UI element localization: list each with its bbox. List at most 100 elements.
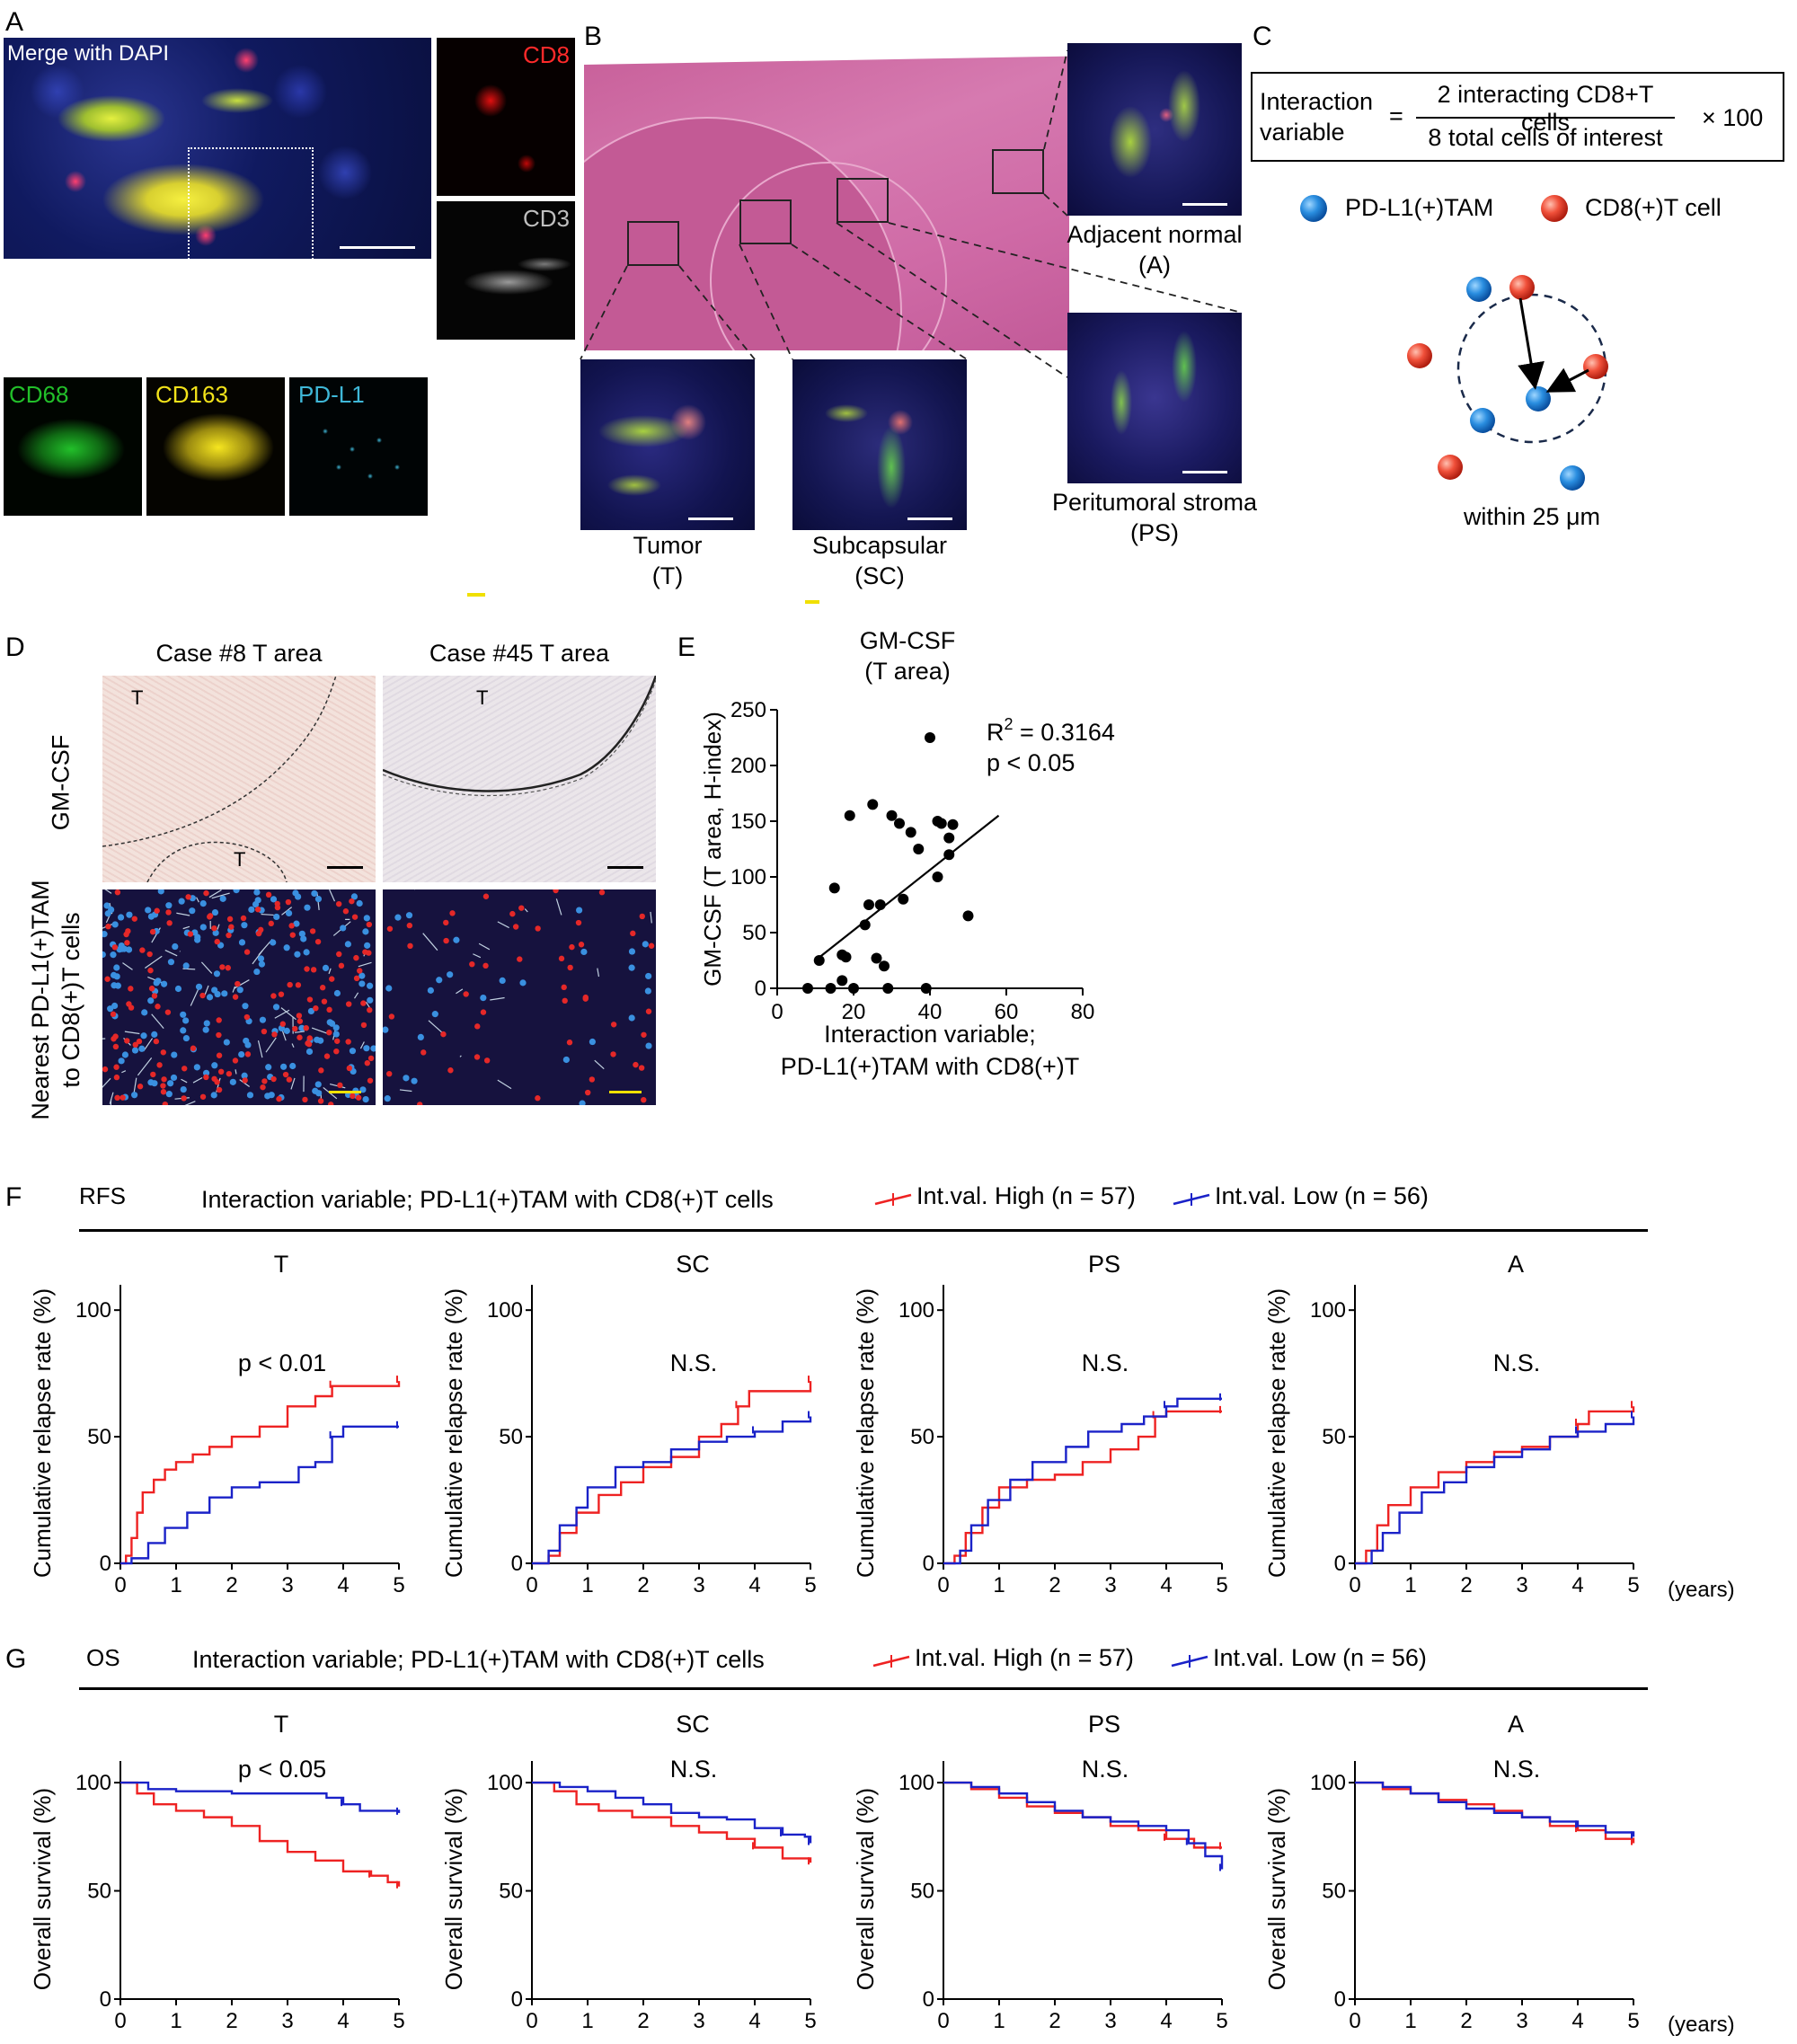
scatter-point: [882, 983, 894, 994]
chart-title: SC: [676, 1711, 710, 1738]
x-tick-label: 5: [1627, 1573, 1639, 1597]
tam-dot: [480, 995, 487, 1002]
tam-dot: [167, 1080, 174, 1087]
km-curve-series: [1355, 1781, 1635, 1837]
tcell-dot: [216, 1017, 222, 1023]
nn-link: [144, 955, 163, 969]
tcell-dot: [286, 1076, 293, 1083]
tcell-dot: [164, 1009, 172, 1015]
tcell-dot: [216, 1031, 222, 1039]
tam-dot: [103, 902, 111, 909]
roi-box-peritumoral: [837, 178, 889, 223]
tam-dot: [322, 964, 330, 972]
formula-label: Interaction variable: [1260, 88, 1374, 146]
tcell-dot: [260, 1084, 266, 1091]
tam-dot: [212, 929, 219, 936]
tam-dot: [167, 959, 175, 966]
tam-dot: [384, 1095, 391, 1102]
tam-dot: [642, 941, 649, 948]
nn-link: [143, 1038, 154, 1052]
nn-link: [122, 962, 133, 970]
tam-dot: [411, 1077, 418, 1084]
y-tick-label: 0: [100, 1987, 111, 2012]
x-tick-label: 5: [393, 1573, 404, 1597]
tam-dot: [211, 1062, 218, 1069]
legend-red-dot: [1541, 195, 1568, 222]
tam-dot: [362, 928, 369, 935]
tcell-dot: [203, 889, 209, 897]
nn-link: [137, 1057, 153, 1076]
tcell-dot: [211, 925, 217, 932]
km-curve-series: [120, 1381, 401, 1565]
y-tick-label: 0: [755, 977, 766, 1001]
tcell-dot: [326, 1029, 332, 1036]
tam-dot: [383, 1026, 389, 1033]
significance-label: N.S.: [1082, 1756, 1129, 1783]
x-tick-label: 1: [581, 1573, 593, 1597]
km-curve-series: [532, 1381, 812, 1565]
significance-label: N.S.: [670, 1756, 718, 1783]
tcell-dot: [111, 944, 119, 951]
radius-label: within 25 μm: [1463, 503, 1601, 530]
x-tick-label: 0: [526, 1573, 537, 1597]
tam-dot: [113, 964, 120, 971]
tcell-dot: [303, 1024, 309, 1031]
x-tick-label: 2: [637, 2009, 649, 2033]
region-image-adjacent: [1067, 43, 1242, 216]
tam-dot: [170, 1074, 178, 1082]
km-curve-series: [532, 1781, 812, 1863]
tam-dot: [645, 1042, 652, 1049]
tcell-dot: [349, 898, 355, 905]
tam-dot: [151, 1031, 158, 1038]
nn-link: [217, 924, 220, 930]
tcell-dot: [360, 1000, 367, 1006]
tcell-dot: [125, 928, 131, 934]
x-tick-label: 0: [937, 1573, 949, 1597]
tam-dot: [367, 982, 374, 989]
scatter-point: [844, 810, 855, 821]
nearest-neighbor-image-case8: [102, 889, 376, 1105]
nn-link: [497, 1079, 512, 1090]
nn-link: [328, 968, 332, 975]
panel-letter-a: A: [5, 7, 24, 37]
y-axis-label: Cumulative relapse rate (%): [852, 1288, 879, 1578]
yellow-mark: [467, 593, 485, 597]
tcell-dot: [357, 968, 363, 974]
nn-link: [124, 1031, 140, 1035]
channel-label-pdl1: PD-L1: [298, 381, 365, 408]
tam-dot: [140, 1032, 147, 1040]
tam-dot: [298, 1024, 305, 1031]
tcell-dot: [329, 976, 335, 982]
nn-link: [280, 1007, 297, 1021]
tcell-dot: [353, 975, 360, 982]
tam-dot: [193, 1064, 200, 1071]
tcell-dot: [128, 986, 134, 992]
tcell-dot: [136, 1038, 143, 1045]
nn-link: [399, 1089, 412, 1093]
tcell-dot: [114, 889, 121, 896]
panel-b-connectors: [580, 49, 1243, 378]
nn-link: [182, 925, 190, 930]
tam-dot: [270, 896, 278, 903]
x-tick-label: 0: [1349, 2009, 1360, 2033]
panel-letter-d: D: [5, 633, 25, 662]
channel-label-cd163: CD163: [155, 381, 228, 408]
x-tick-label: 20: [842, 1000, 866, 1024]
panel-letter-b: B: [584, 22, 603, 51]
tcell-dot: [235, 980, 241, 987]
tcell-dot: [279, 1021, 286, 1027]
scatter-point: [825, 983, 837, 994]
x-tick-label: 0: [526, 2009, 537, 2033]
tam-dot: [333, 989, 341, 997]
x-tick-label: 4: [1160, 2009, 1172, 2033]
endpoint-label: OS: [86, 1644, 120, 1671]
x-tick-label: 0: [771, 1000, 783, 1024]
tcell-dot: [162, 1101, 169, 1105]
tcell-dot: [160, 1049, 167, 1056]
y-axis-label: Overall survival (%): [29, 1788, 56, 1990]
nn-link: [291, 1043, 295, 1049]
tcell-dot: [310, 967, 317, 973]
tcell-dot: [104, 976, 111, 982]
tam-dot: [102, 951, 106, 959]
tam-dot: [265, 1064, 272, 1071]
